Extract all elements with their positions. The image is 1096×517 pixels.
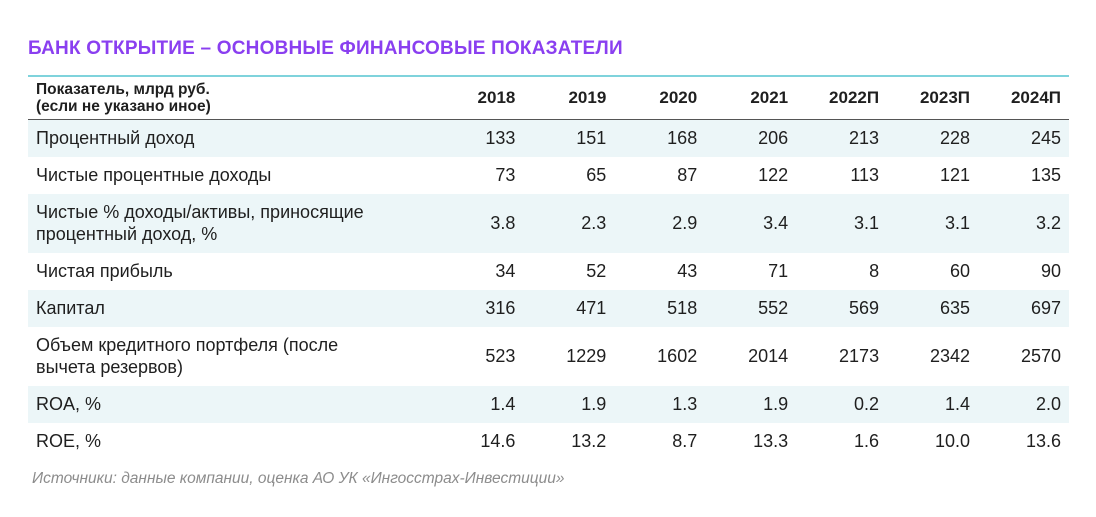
cell-value: 3.8	[490, 212, 516, 233]
row-label: Капитал	[36, 298, 105, 318]
cell-value: 87	[677, 164, 698, 185]
header-label-line2: (если не указано иное)	[36, 98, 211, 115]
cell-value: 168	[667, 127, 698, 148]
cell-value: 2.9	[672, 212, 698, 233]
cell-value: 1.9	[581, 393, 607, 414]
cell-value: 2014	[748, 345, 789, 366]
table-row: Чистые % доходы/активы, приносящие проце…	[28, 193, 1069, 253]
cell-value: 13.6	[1025, 430, 1061, 451]
table-row: Чистая прибыль 34 52 43 71 8 60 90	[28, 253, 1069, 290]
cell-value: 73	[495, 164, 516, 185]
cell-value: 151	[576, 127, 607, 148]
year-header: 2024П	[1010, 88, 1061, 107]
row-label-line2: вычета резервов)	[36, 357, 183, 377]
cell-value: 3.1	[944, 212, 971, 233]
cell-value: 113	[850, 164, 880, 185]
cell-value: 1.4	[490, 393, 516, 414]
table-row: Объем кредитного портфеля (после вычета …	[28, 327, 1069, 386]
row-label: Объем кредитного портфеля (после вычета …	[28, 327, 432, 386]
cell-value: 228	[939, 127, 971, 148]
cell-value: 133	[485, 127, 516, 148]
cell-value: 569	[849, 297, 880, 318]
cell-value: 52	[586, 260, 607, 281]
row-label: Чистые процентные доходы	[36, 165, 272, 185]
row-label: Чистая прибыль	[36, 261, 173, 281]
cell-value: 552	[758, 297, 789, 318]
cell-value: 213	[849, 127, 880, 148]
cell-value: 65	[586, 164, 607, 185]
cell-value: 71	[768, 260, 789, 281]
cell-value: 13.2	[571, 430, 607, 451]
cell-value: 14.6	[480, 430, 516, 451]
table-row: Капитал 316 471 518 552 569 635 697	[28, 289, 1069, 327]
cell-value: 245	[1030, 127, 1061, 148]
year-header: 2023П	[919, 88, 971, 107]
cell-value: 206	[758, 127, 789, 148]
table-row: ROA, % 1.4 1.9 1.3 1.9 0.2 1.4 2.0	[28, 385, 1069, 423]
cell-value: 3.2	[1035, 212, 1061, 233]
row-label: Чистые % доходы/активы, приносящие проце…	[28, 194, 432, 253]
row-label: Процентный доход	[36, 128, 195, 149]
header-label-line1: Показатель, млрд руб.	[36, 81, 210, 98]
row-label-line2: процентный доход, %	[36, 224, 218, 244]
cell-value: 2.0	[1035, 393, 1061, 414]
cell-value: 8.7	[672, 430, 698, 451]
cell-value: 60	[949, 260, 971, 281]
table-row: ROE, % 14.6 13.2 8.7 13.3 1.6 10.0 13.6	[28, 423, 1069, 460]
cell-value: 2570	[1020, 345, 1061, 366]
page-title: БАНК ОТКРЫТИЕ – ОСНОВНЫЕ ФИНАНСОВЫЕ ПОКА…	[28, 38, 623, 59]
cell-value: 518	[667, 297, 698, 318]
cell-value: 2.3	[581, 212, 607, 233]
year-header: 2022П	[829, 88, 880, 107]
row-label: ROE, %	[36, 431, 102, 451]
financial-table: Показатель, млрд руб. (если не указано и…	[28, 75, 1069, 460]
year-header: 2020	[659, 88, 698, 107]
cell-value: 2342	[929, 345, 971, 366]
cell-value: 1.4	[944, 393, 971, 414]
cell-value: 8	[869, 260, 880, 281]
cell-value: 316	[485, 297, 516, 318]
year-header: 2019	[568, 88, 607, 107]
table-row: Чистые процентные доходы 73 65 87 122 11…	[28, 157, 1069, 194]
cell-value: 1.6	[854, 430, 880, 451]
cell-value: 3.4	[763, 212, 789, 233]
cell-value: 90	[1040, 260, 1061, 281]
cell-value: 0.2	[854, 393, 880, 414]
cell-value: 523	[485, 345, 516, 366]
row-label-line1: Объем кредитного портфеля (после	[36, 335, 339, 355]
cell-value: 10.0	[934, 430, 971, 451]
year-header: 2018	[477, 88, 516, 107]
cell-value: 1602	[657, 345, 698, 366]
year-header: 2021	[750, 88, 789, 107]
cell-value: 3.1	[854, 212, 880, 233]
cell-value: 2173	[839, 345, 880, 366]
cell-value: 13.3	[753, 430, 789, 451]
row-label-line1: Чистые % доходы/активы, приносящие	[36, 202, 364, 222]
cell-value: 471	[576, 297, 607, 318]
table-row: Процентный доход 133 151 168 206 213 228…	[28, 119, 1069, 157]
cell-value: 34	[495, 260, 516, 281]
cell-value: 122	[758, 164, 789, 185]
row-label: ROA, %	[36, 394, 102, 414]
cell-value: 1.3	[672, 393, 698, 414]
source-note: Источники: данные компании, оценка АО УК…	[32, 470, 565, 487]
cell-value: 135	[1030, 164, 1061, 185]
cell-value: 1.9	[763, 393, 789, 414]
header-label: Показатель, млрд руб. (если не указано и…	[28, 76, 432, 120]
cell-value: 43	[677, 260, 698, 281]
cell-value: 635	[939, 297, 971, 318]
table-header-row: Показатель, млрд руб. (если не указано и…	[28, 76, 1069, 120]
cell-value: 697	[1030, 297, 1061, 318]
cell-value: 121	[939, 164, 971, 185]
cell-value: 1229	[566, 345, 607, 366]
